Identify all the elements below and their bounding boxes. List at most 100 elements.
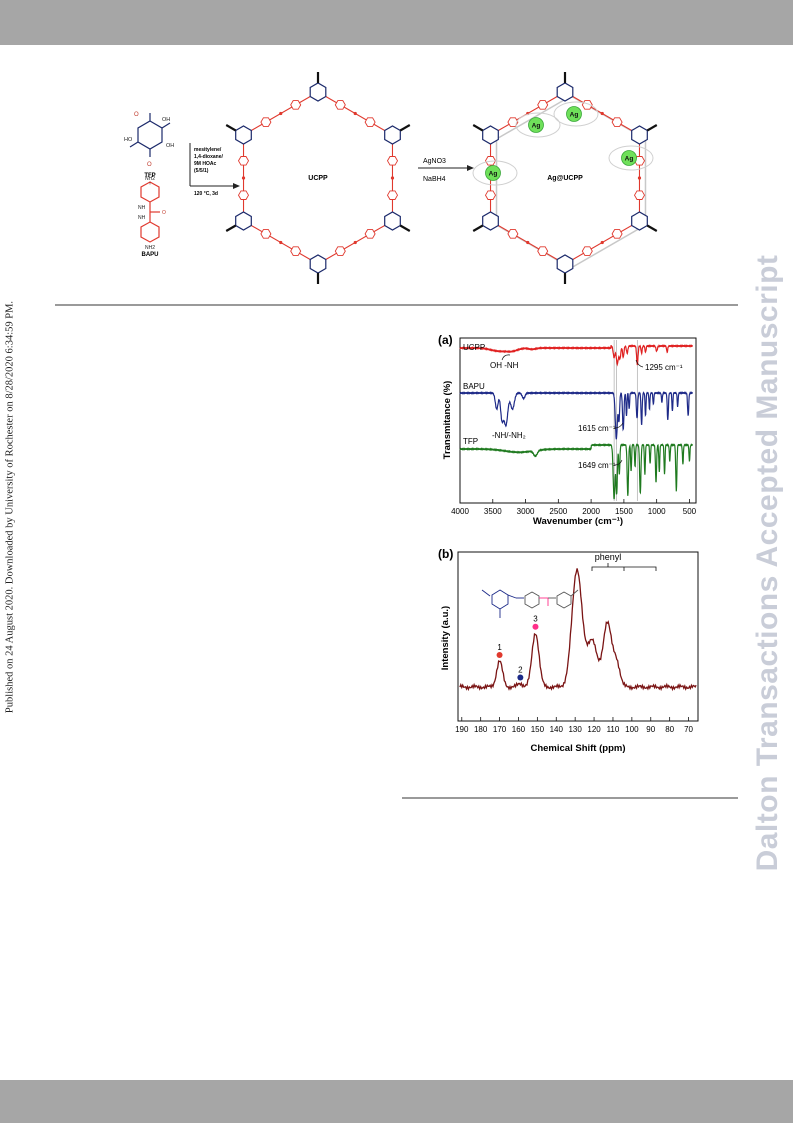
annotation-1295: 1295 cm⁻¹ [645,363,683,372]
urea-group [353,111,357,116]
synthesis-scheme: O OH HO OH O TFP + NH2 NH O NH NH2 BAPU … [124,72,658,284]
ftir-series-group [459,344,693,500]
ag-particle-label: Ag [532,123,541,130]
arrowhead-2 [467,165,474,171]
inset-bond [570,589,579,597]
condition-line: (5/5/1) [194,168,209,174]
tfp-node-ring [384,125,401,145]
watermark-text: Dalton Transactions Accepted Manuscript [751,254,784,871]
ftir-x-tick-label: 2500 [549,507,567,516]
nmr-x-tick-label: 130 [568,725,582,734]
ftir-x-tick-label: 1000 [648,507,666,516]
extension-bond [225,124,237,132]
ftir-x-tick-label: 500 [683,507,697,516]
nmr-x-tick-label: 190 [455,725,469,734]
nmr-x-tick-label: 70 [684,725,693,734]
ag-particle [528,117,544,133]
extension-bond [399,224,411,232]
ftir-series-line-tfp [459,443,693,500]
extension-bond [472,124,484,132]
nmr-peak-label: 3 [533,615,538,624]
tfp-oh-label: OH [162,117,170,123]
phenyl-linker-ring [611,117,623,127]
nmr-x-ticks: 190 180 170 160 150 140 130 120 110 100 90 80 70 [455,717,694,734]
nmr-x-tick-label: 80 [665,725,674,734]
tfp-node-ring [556,82,574,102]
tfp-node-ring [235,211,252,231]
tfp-monomer: O OH HO OH O [124,112,174,168]
arrow-oh [501,354,511,361]
annotation-1615: 1615 cm⁻¹ [578,424,616,433]
ag-particle-label: Ag [570,112,579,119]
footer-band [0,1080,793,1123]
ag-pore-outline [608,145,654,171]
nmr-spectrum-line [459,568,697,692]
tfp-bond [129,141,139,148]
urea-group [637,176,642,180]
nmr-x-tick-label: 170 [493,725,507,734]
phenyl-linker-ring [386,156,399,166]
ftir-y-axis-label: Transmitance (%) [442,381,453,460]
tfp-node-ring [482,125,499,145]
ag-particle-label: Ag [625,156,634,163]
phenyl-linker-ring [386,190,399,200]
ag-particle [566,106,582,122]
ag-particle-label: Ag [489,171,498,178]
nmr-x-tick-label: 90 [646,725,655,734]
ag-pore-outline [553,101,599,127]
tfp-o-label: O [134,112,139,118]
phenyl-linker-ring [260,229,272,239]
ag-nanoparticles: Ag Ag Ag Ag [472,101,654,186]
nmr-y-axis-label: Intensity (a.u.) [440,606,451,670]
phenyl-linker-ring [581,246,593,256]
manuscript-watermark: Dalton Transactions Accepted Manuscript [748,240,788,885]
phenyl-linker-ring [507,117,519,127]
nmr-x-tick-label: 180 [474,725,488,734]
ftir-plot-frame [459,337,697,504]
tfp-node-ring [631,211,648,231]
urea-group [390,176,395,180]
extension-bond [225,224,237,232]
nmr-peak-marker [532,623,539,630]
tfp-oh-label-2: OH [166,143,174,149]
bapu-o: O [162,210,166,216]
bapu-nh2-top: NH2 [145,176,155,182]
inset-bond [481,589,491,597]
tfp-o-label-2: O [147,162,152,168]
inset-bond [507,594,517,599]
ag-pore-outline [472,160,518,186]
tfp-node-ring [309,254,327,274]
bapu-ring-bottom [140,221,160,243]
urea-group [353,240,357,245]
temperature-time: 120 °C, 3d [194,191,218,197]
tfp-node-ring [384,211,401,231]
publication-note-text: Published on 24 August 2020. Downloaded … [4,300,16,714]
tfp-node-ring [631,125,648,145]
phenyl-linker-ring [237,156,250,166]
publication-note: Published on 24 August 2020. Downloaded … [3,292,17,722]
ftir-series-line-bapu [459,391,693,440]
ag-particle [485,165,501,181]
framework-shadow-edge [570,224,646,269]
phenyl-linker-ring [334,246,346,256]
ftir-x-tick-label: 4000 [451,507,469,516]
tfp-bond [161,122,171,129]
condition-line: 1,4-dioxane/ [194,154,224,160]
nmr-peak-markers: 1 2 3 [496,615,539,681]
nmr-chart: (b) Intensity (a.u.) Chemical Shift (ppm… [438,547,699,754]
nmr-x-tick-label: 150 [531,725,545,734]
ag-ucpp-label: Ag@UCPP [547,175,583,182]
nmr-x-axis-label: Chemical Shift (ppm) [530,743,625,754]
nmr-peak-marker [517,674,524,681]
nmr-x-tick-label: 160 [512,725,526,734]
ftir-marker-lines [613,340,638,501]
phenyl-linker-ring [290,100,302,110]
annotation-1649: 1649 cm⁻¹ [578,461,616,470]
phenyl-linker-ring [611,229,623,239]
plus-sign: + [148,181,152,187]
ag-particle [621,150,637,166]
scheme-divider [55,304,738,306]
ftir-series-name-ucpp: UCPP [463,343,485,352]
phenyl-linker-ring [364,229,376,239]
ftir-series-line-ucpp [459,344,693,367]
